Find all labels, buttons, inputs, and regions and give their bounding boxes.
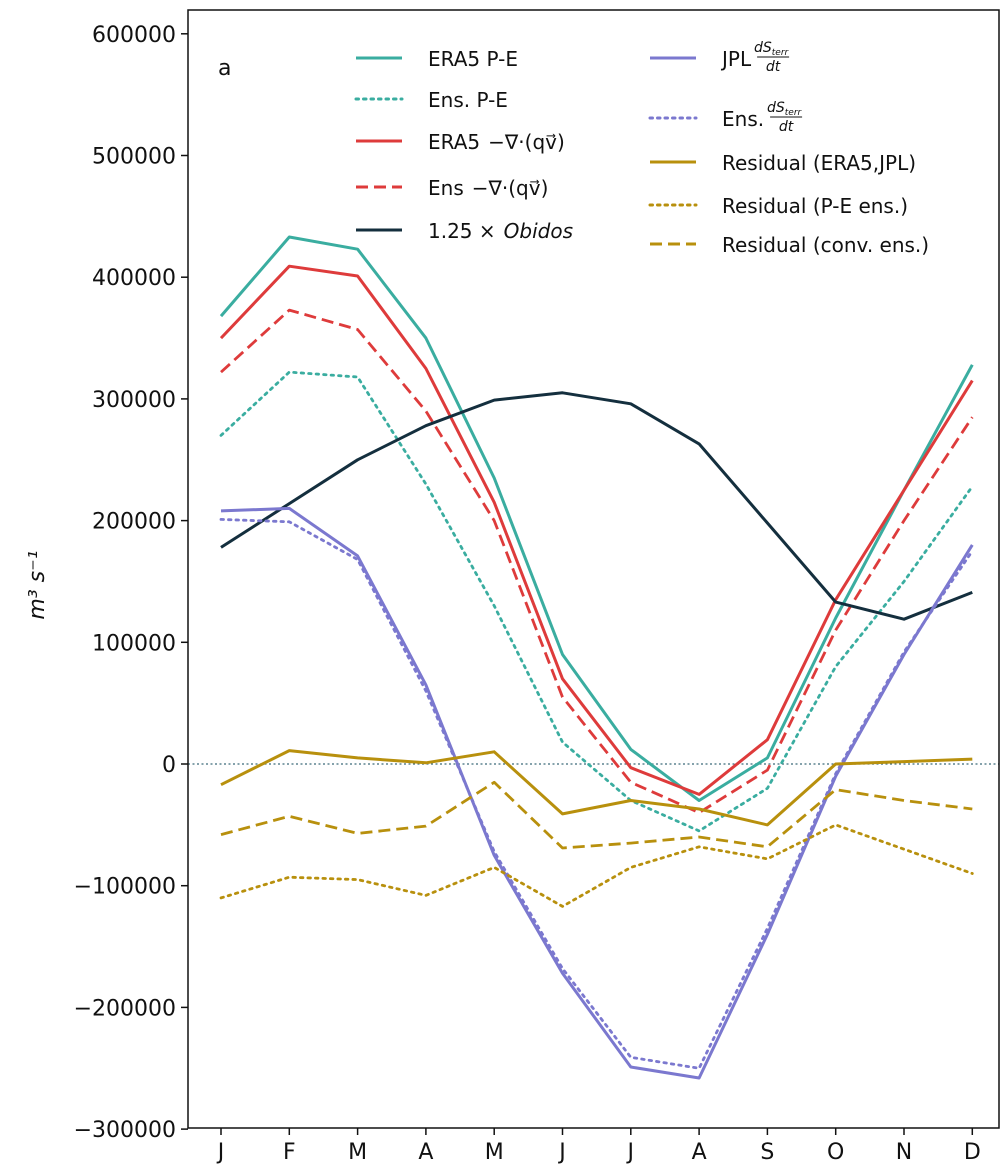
series-line-9 bbox=[220, 780, 973, 850]
legend-fraction-numerator: dSterr bbox=[754, 40, 790, 58]
y-tick-label: 500000 bbox=[92, 145, 176, 170]
legend-label-left-2: ERA5 −∇·(qv⃗) bbox=[428, 130, 565, 154]
series-line-7 bbox=[220, 749, 973, 827]
x-tick-label: M bbox=[348, 1140, 367, 1165]
x-tick-label: M bbox=[485, 1140, 504, 1165]
legend-fraction-denominator: dt bbox=[766, 59, 781, 75]
legend-fraction-subscript: terr bbox=[785, 108, 803, 118]
x-tick-label: J bbox=[216, 1140, 225, 1165]
legend-fraction-numerator: dSterr bbox=[767, 100, 803, 118]
y-tick-label: 300000 bbox=[92, 388, 176, 413]
x-tick-label: A bbox=[692, 1140, 707, 1165]
x-tick-label: N bbox=[896, 1140, 912, 1165]
series-line-0 bbox=[219, 235, 974, 802]
x-tick-label: S bbox=[760, 1140, 774, 1165]
series-line-6 bbox=[219, 518, 974, 1070]
legend: ERA5 P-E Ens. P-E ERA5 −∇·(qv⃗) Ens −∇·(qv⃗) 1… bbox=[354, 40, 929, 257]
legend-fraction-subscript: terr bbox=[772, 48, 790, 58]
y-tick-label: 100000 bbox=[92, 631, 176, 656]
legend-label-suffix: −∇·(qv⃗) bbox=[488, 130, 565, 154]
y-tick-label: 600000 bbox=[92, 23, 176, 48]
legend-label-right-1: Ens. bbox=[722, 107, 764, 131]
panel-label: a bbox=[218, 56, 231, 81]
legend-label-suffix: −∇·(qv⃗) bbox=[472, 176, 549, 200]
legend-label-right-0: JPL bbox=[720, 47, 752, 71]
series-line-3 bbox=[220, 308, 974, 815]
x-tick-label: F bbox=[283, 1140, 296, 1165]
y-axis-label: m³ s⁻¹ bbox=[25, 550, 50, 619]
series-layer bbox=[219, 235, 974, 1080]
legend-fraction-denominator: dt bbox=[779, 119, 794, 135]
x-tick-label: J bbox=[557, 1140, 566, 1165]
legend-label-right-4: Residual (conv. ens.) bbox=[722, 233, 929, 257]
y-tick-label: 400000 bbox=[92, 266, 176, 291]
x-tick-label: A bbox=[418, 1140, 433, 1165]
series-line-4 bbox=[220, 391, 973, 621]
y-tick-label: −200000 bbox=[74, 996, 176, 1021]
series-line-1 bbox=[219, 370, 974, 833]
series-line-8 bbox=[219, 823, 974, 908]
y-tick-label: 0 bbox=[162, 753, 176, 778]
plot-frame bbox=[187, 9, 1000, 1129]
legend-label-left-0: ERA5 P-E bbox=[428, 47, 518, 71]
legend-label-left-4: 1.25 × Obidos bbox=[428, 219, 573, 243]
legend-label-right-3: Residual (P-E ens.) bbox=[722, 194, 908, 218]
x-tick-label: J bbox=[626, 1140, 635, 1165]
x-tick-label: D bbox=[964, 1140, 981, 1165]
legend-label-suffix: Obidos bbox=[504, 219, 573, 243]
legend-label-left-1: Ens. P-E bbox=[428, 88, 508, 112]
y-tick-label: −100000 bbox=[74, 875, 176, 900]
y-tick-label: −300000 bbox=[74, 1118, 176, 1143]
axes-layer: 600000 500000 400000 300000 200000 100000 0 −10… bbox=[74, 9, 1000, 1165]
series-line-5 bbox=[220, 506, 974, 1080]
x-tick-label: O bbox=[827, 1140, 844, 1165]
y-tick-label: 200000 bbox=[92, 510, 176, 535]
legend-label-left-3: Ens −∇·(qv⃗) bbox=[428, 176, 548, 200]
legend-label-right-2: Residual (ERA5,JPL) bbox=[722, 151, 916, 175]
series-line-2 bbox=[219, 264, 974, 796]
